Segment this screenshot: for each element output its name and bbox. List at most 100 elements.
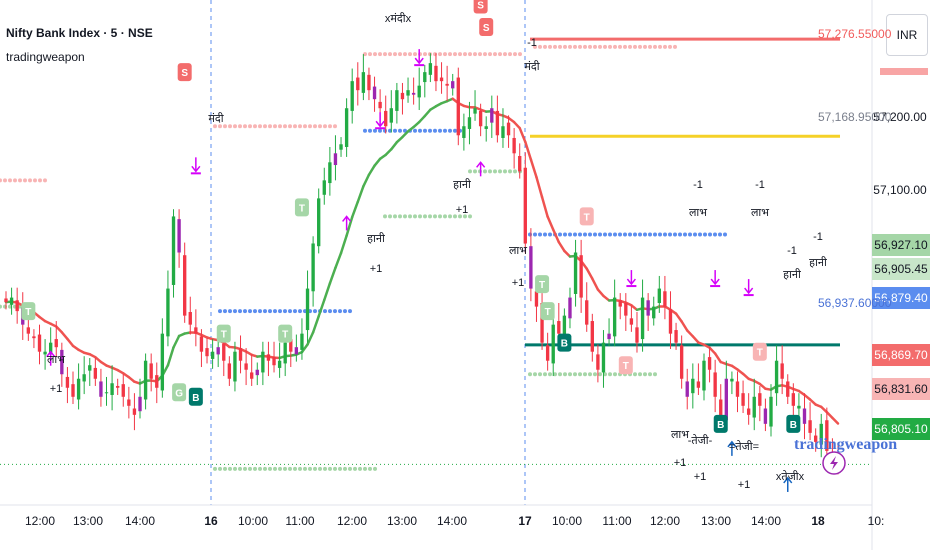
- candle: [250, 354, 254, 386]
- candle: [99, 368, 103, 407]
- candle: [445, 65, 449, 101]
- candle: [255, 362, 259, 386]
- signal-annotation: हानी: [809, 257, 827, 269]
- candle: [624, 293, 628, 331]
- candle: [545, 332, 550, 371]
- ema-segment: [535, 175, 544, 199]
- candle: [735, 371, 740, 413]
- signal-annotation: +1: [737, 479, 751, 491]
- ema-segment: [512, 120, 521, 130]
- signal-annotation: +1: [511, 277, 525, 289]
- time-axis-label: 12:00: [24, 514, 56, 528]
- signal-badge: T: [21, 302, 36, 321]
- candle: [629, 305, 634, 332]
- candle: [679, 335, 684, 389]
- signal-annotation: हानी: [367, 233, 385, 245]
- ema-segment: [685, 329, 695, 338]
- candle: [272, 341, 276, 373]
- candle: [183, 242, 187, 323]
- candle: [93, 358, 98, 386]
- ema-segment: [691, 335, 700, 344]
- candle: [116, 378, 120, 395]
- candle: [261, 341, 265, 386]
- candle: [277, 342, 282, 378]
- signal-annotation: =तेजी=: [728, 441, 760, 453]
- price-axis-label: 57,100.00: [873, 183, 927, 197]
- candle: [43, 339, 47, 370]
- dotted-level: [468, 169, 522, 174]
- signal-annotation: मंदी: [208, 113, 224, 125]
- signal-badge: T: [579, 207, 594, 226]
- dotted-level: [363, 52, 522, 57]
- candle: [501, 108, 505, 148]
- time-axis-label: 10:00: [551, 514, 583, 528]
- time-axis-day-label: 17: [518, 514, 532, 528]
- candle: [15, 287, 19, 324]
- candle: [76, 363, 81, 410]
- candle: [244, 348, 248, 386]
- ema-layer: [4, 97, 840, 425]
- ema-segment: [546, 215, 555, 231]
- candle: [774, 345, 779, 406]
- signal-annotation: -तेजी-: [687, 435, 713, 447]
- arrow-down-icon: [743, 279, 754, 297]
- time-axis-label: 11:00: [285, 514, 315, 528]
- candle: [71, 371, 75, 404]
- candle: [428, 53, 433, 83]
- signal-annotation: -1: [527, 37, 537, 49]
- svg-text:S: S: [477, 1, 484, 12]
- candle: [746, 393, 751, 425]
- svg-text:T: T: [282, 330, 288, 341]
- candle: [160, 318, 165, 398]
- ema-segment: [323, 282, 332, 302]
- ema-segment: [585, 267, 594, 280]
- ema-segment: [596, 288, 605, 298]
- level-price-label: 57,276.55000: [818, 27, 892, 41]
- candle: [763, 398, 768, 432]
- candle: [551, 309, 555, 377]
- candle: [406, 77, 410, 103]
- candle: [439, 62, 444, 94]
- candle: [166, 270, 170, 347]
- candle: [177, 209, 181, 268]
- symbol-title[interactable]: Nifty Bank Index · 5 · NSE: [6, 26, 153, 40]
- svg-text:S: S: [483, 23, 490, 34]
- signal-annotation: मंदी: [524, 61, 540, 73]
- candle: [384, 95, 388, 134]
- candle: [685, 368, 689, 410]
- candle: [612, 279, 617, 347]
- candle: [786, 374, 790, 404]
- signal-annotation: लाभ: [508, 245, 528, 257]
- ema-segment: [423, 108, 432, 118]
- candle: [780, 345, 784, 395]
- currency-button[interactable]: INR: [886, 14, 928, 56]
- ema-segment: [367, 164, 376, 177]
- svg-text:T: T: [299, 203, 305, 214]
- indicator-name[interactable]: tradingweapon: [6, 50, 85, 64]
- candle: [82, 356, 86, 395]
- candle: [389, 90, 393, 133]
- candle: [205, 338, 209, 364]
- svg-text:B: B: [561, 339, 568, 350]
- dotted-level: [383, 214, 472, 219]
- time-axis-label: 11:00: [602, 514, 632, 528]
- time-axis-day-label: 16: [204, 514, 218, 528]
- candle: [758, 385, 762, 422]
- svg-text:T: T: [539, 280, 545, 291]
- ema-segment: [713, 352, 722, 364]
- signal-annotation: -1: [755, 179, 765, 191]
- ema-segment: [825, 410, 834, 420]
- ema-segment: [390, 140, 399, 151]
- ema-segment: [591, 277, 600, 291]
- ema-segment: [334, 251, 343, 270]
- candles-layer: [4, 53, 840, 475]
- time-axis-label: 14:00: [436, 514, 468, 528]
- signal-badge: S: [479, 18, 494, 37]
- candle: [713, 359, 717, 413]
- signal-annotation: -1: [693, 179, 703, 191]
- signal-annotation: +1: [369, 263, 383, 275]
- arrow-down-icon: [414, 49, 425, 67]
- arrow-down-icon: [375, 112, 386, 130]
- candle: [752, 378, 756, 431]
